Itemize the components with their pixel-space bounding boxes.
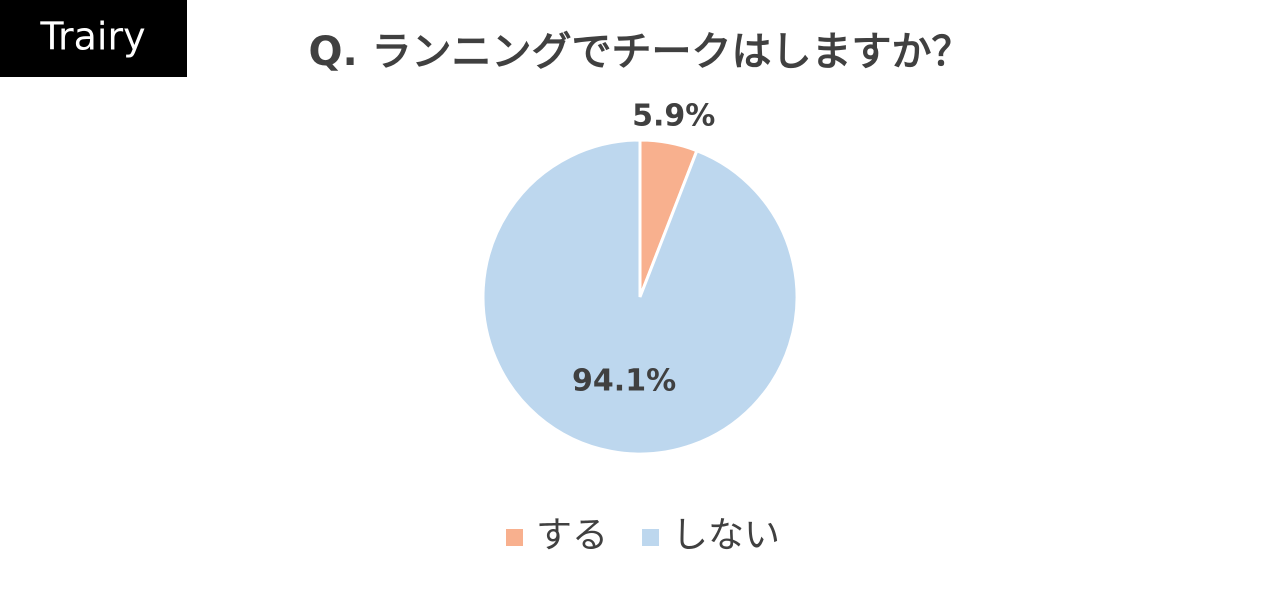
legend-label: しない (672, 515, 780, 556)
legend-swatch (506, 529, 523, 546)
legend-label: する (536, 515, 608, 556)
data-label: 5.9% (632, 99, 715, 134)
chart-title: Q. ランニングでチークはしますか？ (308, 29, 971, 75)
logo-box (0, 0, 187, 77)
pie-slice (481, 138, 799, 456)
logo: Trairy (39, 15, 145, 59)
legend-swatch (642, 529, 660, 546)
data-label: 94.1% (572, 363, 676, 398)
